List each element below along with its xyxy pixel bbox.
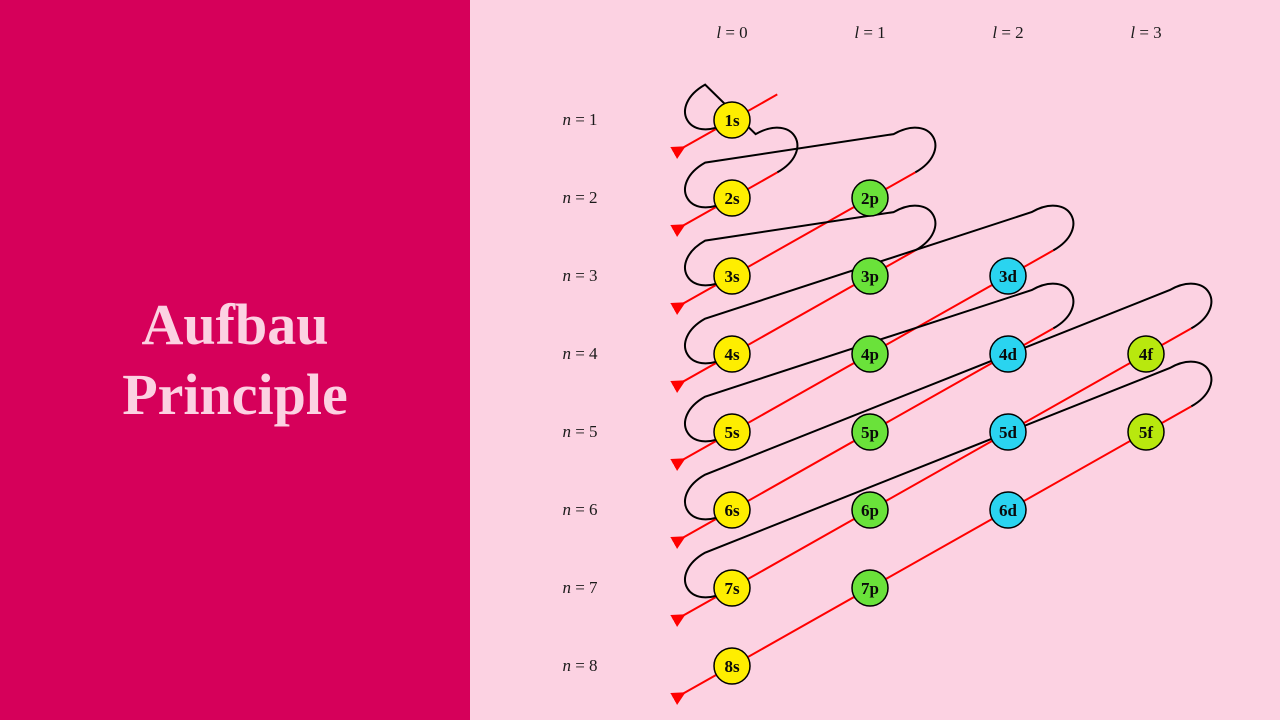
orbital-label: 8s	[724, 657, 740, 676]
n-label: n = 1	[562, 110, 597, 129]
n-label: n = 7	[562, 578, 598, 597]
l-label: l = 0	[716, 23, 747, 42]
orbital-label: 5p	[861, 423, 879, 442]
title-panel: Aufbau Principle	[0, 0, 470, 720]
loop-connector	[685, 284, 1211, 520]
l-label: l = 2	[992, 23, 1023, 42]
orbital-label: 4s	[724, 345, 740, 364]
n-label: n = 5	[562, 422, 597, 441]
orbital-label: 4f	[1139, 345, 1154, 364]
n-label: n = 8	[562, 656, 597, 675]
diagonal-arrow	[683, 406, 1191, 693]
orbital-label: 7p	[861, 579, 879, 598]
orbital-label: 3p	[861, 267, 879, 286]
l-label: l = 1	[854, 23, 885, 42]
orbital-label: 6p	[861, 501, 879, 520]
title-line-2: Principle	[122, 360, 348, 430]
orbital-label: 6s	[724, 501, 740, 520]
orbital-label: 4d	[999, 345, 1018, 364]
orbital-label: 7s	[724, 579, 740, 598]
orbital-label: 4p	[861, 345, 879, 364]
n-label: n = 2	[562, 188, 597, 207]
loop-connector	[685, 362, 1211, 598]
orbital-label: 2s	[724, 189, 740, 208]
diagram-panel: l = 0 l = 1 l = 2 l = 3 n = 1 n = 2 n = 3 n = 4…	[470, 0, 1280, 720]
orbital-label: 5f	[1139, 423, 1154, 442]
diagonal-arrow	[683, 328, 1191, 615]
orbital-label: 6d	[999, 501, 1018, 520]
orbital-label: 3s	[724, 267, 740, 286]
n-label: n = 3	[562, 266, 597, 285]
orbital-label: 1s	[724, 111, 740, 130]
n-label: n = 4	[562, 344, 598, 363]
aufbau-diagram: l = 0 l = 1 l = 2 l = 3 n = 1 n = 2 n = 3 n = 4…	[470, 0, 1280, 720]
title-line-1: Aufbau	[122, 290, 348, 360]
n-label: n = 6	[562, 500, 597, 519]
orbital-label: 2p	[861, 189, 879, 208]
orbital-label: 5s	[724, 423, 740, 442]
orbital-label: 5d	[999, 423, 1018, 442]
page-title: Aufbau Principle	[122, 290, 348, 429]
l-label: l = 3	[1130, 23, 1161, 42]
orbital-label: 3d	[999, 267, 1018, 286]
